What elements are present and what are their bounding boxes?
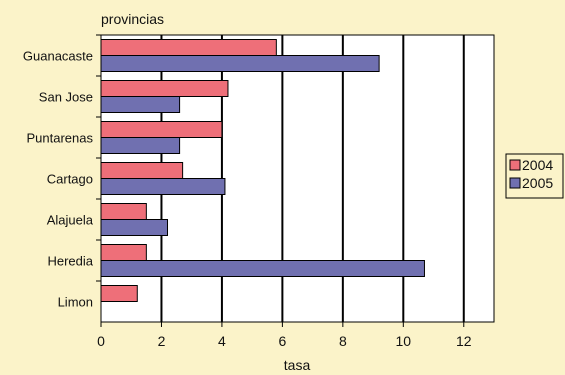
y-axis-title: provincias <box>101 11 164 27</box>
bar-2005 <box>100 219 169 236</box>
x-tick-label: 12 <box>456 333 472 349</box>
bar-2005 <box>100 137 181 154</box>
bar-2004 <box>100 162 184 179</box>
bar-2005 <box>100 178 226 195</box>
bar-2004 <box>100 39 277 56</box>
bar-2005 <box>100 260 425 277</box>
bar-2004 <box>100 80 229 97</box>
category-labels: Guanacaste San Jose Puntarenas Cartago Alaju… <box>23 34 101 310</box>
x-tick-label: 8 <box>339 333 347 349</box>
legend-label: 2004 <box>522 157 553 173</box>
bar-2005 <box>100 55 380 72</box>
bar-2004 <box>100 203 147 220</box>
category-label: San Jose <box>39 90 93 105</box>
legend-label: 2005 <box>522 175 553 191</box>
bar-2004 <box>100 285 138 302</box>
x-axis-ticks: 0 2 4 6 8 10 12 <box>97 322 472 349</box>
category-label: Alajuela <box>47 213 94 228</box>
category-label: Cartago <box>47 172 93 187</box>
legend-swatch <box>509 177 521 189</box>
x-tick-label: 0 <box>97 333 105 349</box>
x-tick-label: 4 <box>218 333 226 349</box>
x-tick-label: 2 <box>158 333 166 349</box>
bar-2004 <box>100 244 147 261</box>
bar-2005 <box>100 96 181 113</box>
bars <box>100 39 425 302</box>
category-label: Limon <box>58 295 93 310</box>
bar-2004 <box>100 121 223 138</box>
legend: 2004 2005 <box>505 153 564 199</box>
category-label: Heredia <box>47 254 93 269</box>
x-tick-label: 6 <box>278 333 286 349</box>
category-label: Guanacaste <box>23 49 93 64</box>
x-axis-title: tasa <box>284 357 311 373</box>
legend-swatch <box>509 159 521 171</box>
category-label: Puntarenas <box>27 131 94 146</box>
x-tick-label: 10 <box>396 333 412 349</box>
